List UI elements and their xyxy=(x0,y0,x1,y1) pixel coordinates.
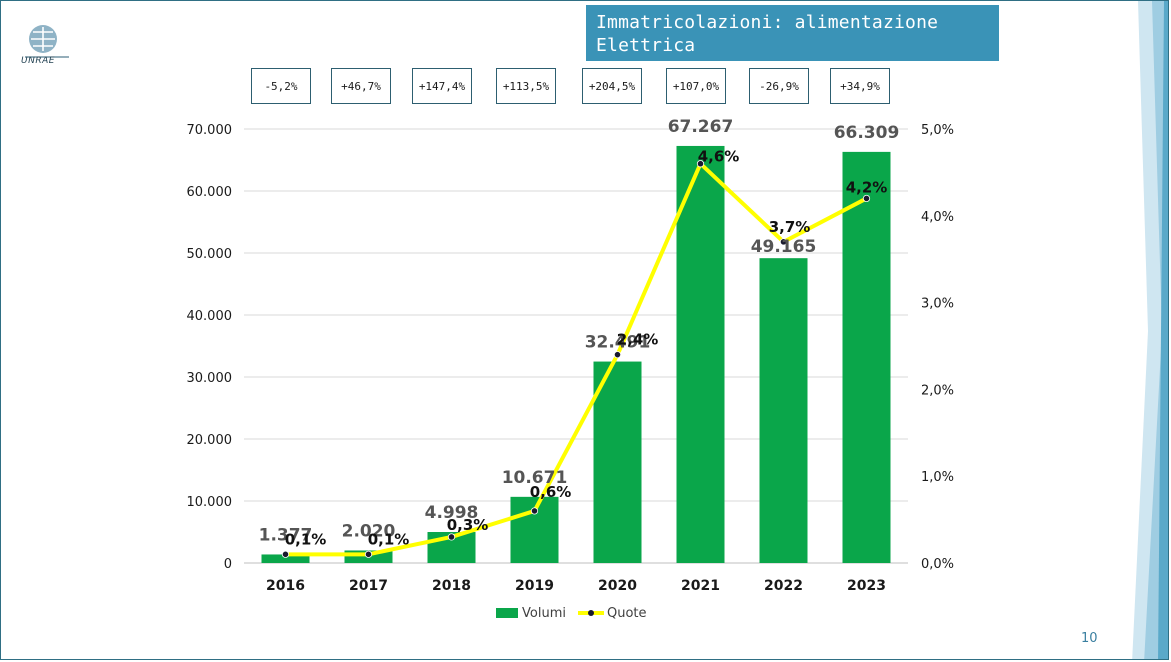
unrae-logo: UNRAE xyxy=(21,25,69,65)
yoy-change-2016: -5,2% xyxy=(251,68,311,104)
bar-value-label: 49.165 xyxy=(751,237,817,257)
quote-value-label: 3,7% xyxy=(769,218,811,236)
svg-text:UNRAE: UNRAE xyxy=(21,56,55,65)
x-tick-label: 2020 xyxy=(598,578,637,594)
bar-value-label: 10.671 xyxy=(502,468,568,488)
quote-value-label: 4,2% xyxy=(846,178,888,196)
bar-2023 xyxy=(842,151,891,563)
y-right-tick-label: 1,0% xyxy=(921,470,954,485)
y-left-tick-label: 0 xyxy=(224,557,232,572)
bar-2016 xyxy=(261,554,310,563)
yoy-change-2018: +147,4% xyxy=(412,68,472,104)
y-left-tick-label: 60.000 xyxy=(187,185,233,200)
quote-point-2023 xyxy=(862,194,871,203)
quote-value-label: 0,1% xyxy=(285,530,327,548)
yoy-change-2017: +46,7% xyxy=(331,68,391,104)
bar-value-label: 67.267 xyxy=(668,117,734,137)
decorative-side-shape xyxy=(1132,1,1168,659)
x-tick-label: 2016 xyxy=(266,578,305,594)
x-tick-label: 2021 xyxy=(681,578,720,594)
quote-point-2016 xyxy=(281,550,290,558)
bar-value-label: 66.309 xyxy=(834,123,900,143)
bar-2020 xyxy=(593,361,642,563)
yoy-change-2022: -26,9% xyxy=(749,68,809,104)
x-tick-label: 2022 xyxy=(764,578,803,594)
quote-value-label: 0,6% xyxy=(530,483,572,501)
quote-value-label: 0,3% xyxy=(447,516,489,534)
yoy-change-2023: +34,9% xyxy=(830,68,890,104)
y-left-tick-label: 30.000 xyxy=(187,371,233,386)
bar-value-label: 2.020 xyxy=(342,521,396,541)
bar-2021 xyxy=(676,145,725,564)
x-tick-label: 2023 xyxy=(847,578,886,594)
quote-point-2017 xyxy=(364,550,373,558)
legend-swatch-volumi xyxy=(496,608,518,618)
quote-value-label: 0,1% xyxy=(368,530,410,548)
legend-label-quote: Quote xyxy=(607,606,647,621)
y-right-tick-label: 3,0% xyxy=(921,297,954,312)
x-tick-label: 2018 xyxy=(432,578,471,594)
quote-point-2018 xyxy=(447,533,456,541)
yoy-change-2021: +107,0% xyxy=(666,68,726,104)
x-tick-label: 2019 xyxy=(515,578,554,594)
x-tick-label: 2017 xyxy=(349,578,388,594)
quote-line xyxy=(285,161,868,557)
y-left-tick-label: 40.000 xyxy=(187,309,233,324)
quote-point-2019 xyxy=(530,507,539,515)
y-right-tick-label: 4,0% xyxy=(921,210,954,225)
legend-label-volumi: Volumi xyxy=(522,606,566,621)
bar-value-label: 32.491 xyxy=(585,333,651,353)
quote-value-label: 2,4% xyxy=(617,331,659,349)
y-right-tick-label: 2,0% xyxy=(921,383,954,398)
yoy-change-2020: +204,5% xyxy=(582,68,642,104)
page-number: 10 xyxy=(1081,631,1098,646)
y-left-tick-label: 50.000 xyxy=(187,247,233,262)
slide-title-line-1: Immatricolazioni: alimentazione xyxy=(596,12,939,33)
y-left-tick-label: 10.000 xyxy=(187,495,233,510)
bar-value-label: 1.377 xyxy=(259,525,313,545)
yoy-change-2019: +113,5% xyxy=(496,68,556,104)
quote-value-label: 4,6% xyxy=(698,148,740,166)
y-left-tick-label: 70.000 xyxy=(187,123,233,138)
y-left-tick-label: 20.000 xyxy=(187,433,233,448)
bar-2022 xyxy=(759,258,808,563)
y-right-tick-label: 0,0% xyxy=(921,557,954,572)
y-right-tick-label: 5,0% xyxy=(921,123,954,138)
slide-title-line-2: Elettrica xyxy=(596,35,696,56)
legend-swatch-quote-marker xyxy=(588,610,594,616)
quote-point-2021 xyxy=(696,160,705,168)
bar-value-label: 4.998 xyxy=(425,503,479,523)
slide-title: Immatricolazioni: alimentazione Elettric… xyxy=(586,5,999,61)
quote-point-2022 xyxy=(779,238,788,246)
quote-point-2020 xyxy=(613,351,622,359)
